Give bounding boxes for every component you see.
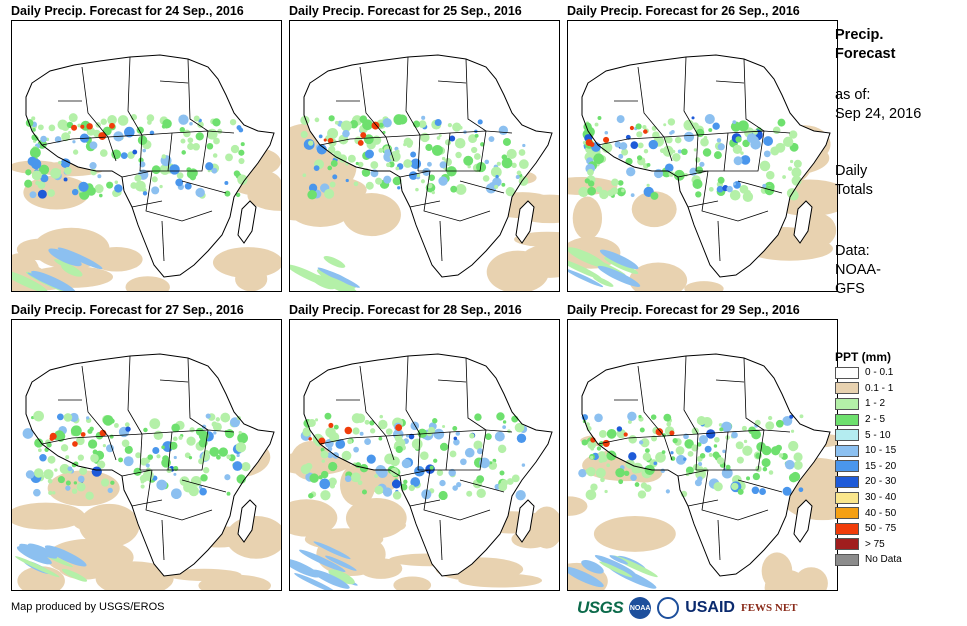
legend-label: 15 - 20 <box>865 460 897 472</box>
legend-label: 50 - 75 <box>865 523 897 535</box>
data-line1: Data: <box>835 243 870 259</box>
legend-item: 5 - 10 <box>835 427 955 443</box>
usgs-logo: USGS <box>577 598 624 617</box>
legend-label: 30 - 40 <box>865 492 897 504</box>
precip-map <box>11 319 282 591</box>
legend-item: > 75 <box>835 537 955 553</box>
legend-label: No Data <box>865 554 902 566</box>
legend-label: 1 - 2 <box>865 398 886 410</box>
africa-map-svg <box>568 353 837 590</box>
precip-map <box>11 20 282 292</box>
precip-map <box>289 20 560 292</box>
legend-label: 20 - 30 <box>865 476 897 488</box>
legend-swatch <box>835 522 859 535</box>
legend-swatch <box>835 460 859 473</box>
panel-title: Daily Precip. Forecast for 27 Sep., 2016 <box>11 303 244 317</box>
panel-title: Daily Precip. Forecast for 28 Sep., 2016 <box>289 303 522 317</box>
legend-item: 0 - 0.1 <box>835 365 955 381</box>
asof-date: Sep 24, 2016 <box>835 106 922 122</box>
legend-swatch <box>835 397 859 410</box>
panel-title: Daily Precip. Forecast for 26 Sep., 2016 <box>567 4 800 18</box>
fews-net-logo: FEWS NET <box>740 602 798 614</box>
legend-label: 2 - 5 <box>865 414 886 426</box>
forecast-panel: Daily Precip. Forecast for 28 Sep., 2016 <box>289 302 560 592</box>
seal-logo <box>657 597 680 619</box>
legend-label: 10 - 15 <box>865 445 897 457</box>
map-credit: Map produced by USGS/EROS <box>11 601 165 613</box>
legend-item: 1 - 2 <box>835 396 955 412</box>
legend-item: 30 - 40 <box>835 490 955 506</box>
legend-item: 50 - 75 <box>835 521 955 537</box>
panel-title: Daily Precip. Forecast for 29 Sep., 2016 <box>567 303 800 317</box>
legend-swatch <box>835 413 859 426</box>
data-source: Data: NOAA- GFS <box>835 242 881 299</box>
map-title-line2: Forecast <box>835 46 896 62</box>
totals-note: Daily Totals <box>835 162 873 200</box>
totals-line2: Totals <box>835 182 873 198</box>
forecast-panel: Daily Precip. Forecast for 25 Sep., 2016 <box>289 3 560 293</box>
issue-date: as of: Sep 24, 2016 <box>835 86 921 124</box>
data-line2: NOAA- <box>835 262 881 278</box>
legend-item: 0.1 - 1 <box>835 381 955 397</box>
legend-title: PPT (mm) <box>835 350 892 364</box>
map-title: Precip. Forecast <box>835 26 895 64</box>
africa-map-svg <box>568 54 837 291</box>
legend-item: 20 - 30 <box>835 474 955 490</box>
legend-label: > 75 <box>865 538 885 550</box>
africa-map-svg <box>12 353 281 590</box>
legend-item: 40 - 50 <box>835 505 955 521</box>
legend-swatch <box>835 507 859 520</box>
legend-swatch <box>835 553 859 566</box>
legend-swatch <box>835 444 859 457</box>
legend-label: 0.1 - 1 <box>865 382 894 394</box>
panel-title: Daily Precip. Forecast for 24 Sep., 2016 <box>11 4 244 18</box>
legend-swatch <box>835 382 859 395</box>
legend-swatch <box>835 491 859 504</box>
legend-item: No Data <box>835 552 955 568</box>
legend-label: 5 - 10 <box>865 429 891 441</box>
panel-title: Daily Precip. Forecast for 25 Sep., 2016 <box>289 4 522 18</box>
legend-swatch <box>835 366 859 379</box>
africa-map-svg <box>12 54 281 291</box>
noaa-logo: NOAA <box>629 597 652 619</box>
forecast-panel: Daily Precip. Forecast for 27 Sep., 2016 <box>11 302 282 592</box>
africa-map-svg <box>290 54 559 291</box>
precip-map <box>289 319 560 591</box>
precip-map <box>567 319 838 591</box>
legend-item: 10 - 15 <box>835 443 955 459</box>
legend-item: 2 - 5 <box>835 412 955 428</box>
partner-logos: USGS NOAA USAID FEWS NET <box>577 595 798 621</box>
forecast-panel: Daily Precip. Forecast for 24 Sep., 2016 <box>11 3 282 293</box>
usaid-logo: USAID <box>685 599 735 616</box>
legend-swatch <box>835 429 859 442</box>
legend-swatch <box>835 538 859 551</box>
asof-label: as of: <box>835 87 871 103</box>
map-title-line1: Precip. <box>835 27 884 43</box>
legend-label: 0 - 0.1 <box>865 367 894 379</box>
legend-swatch <box>835 475 859 488</box>
forecast-panel: Daily Precip. Forecast for 29 Sep., 2016 <box>567 302 838 592</box>
africa-map-svg <box>290 353 559 590</box>
data-line3: GFS <box>835 281 865 297</box>
legend: PPT (mm) 0 - 0.1 0.1 - 1 1 - 2 2 - 5 5 -… <box>835 349 955 568</box>
legend-label: 40 - 50 <box>865 507 897 519</box>
precip-map <box>567 20 838 292</box>
legend-item: 15 - 20 <box>835 459 955 475</box>
totals-line1: Daily <box>835 163 868 179</box>
forecast-panel: Daily Precip. Forecast for 26 Sep., 2016 <box>567 3 838 293</box>
